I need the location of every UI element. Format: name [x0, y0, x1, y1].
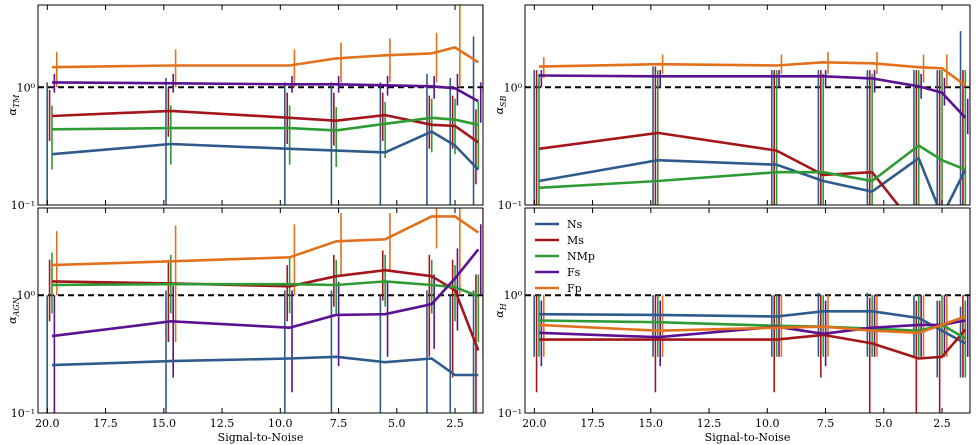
x-tick-label: 20.0	[35, 417, 60, 430]
y-tick-label: 10⁻¹	[11, 407, 35, 420]
axes-frame	[37, 4, 484, 206]
x-tick-label: 7.5	[330, 417, 348, 430]
y-label-base: α	[6, 316, 19, 324]
y-tick-label: 10⁰	[17, 289, 36, 302]
y-axis-label: αAGN	[6, 296, 21, 324]
y-label-base: α	[493, 310, 506, 318]
x-axis-label: Signal-to-Noise	[705, 431, 791, 444]
legend-label: Ms	[567, 234, 584, 247]
axes-frame	[37, 207, 484, 414]
x-tick-label: 10.0	[755, 417, 780, 430]
x-tick-label: 2.5	[933, 417, 951, 430]
x-tick-label: 10.0	[268, 417, 293, 430]
y-axis-label: αSB	[493, 95, 508, 114]
legend-label: Ns	[567, 218, 583, 231]
series-line	[538, 156, 967, 205]
series-line	[51, 280, 479, 298]
y-label-base: α	[493, 106, 506, 114]
x-tick-label: 12.5	[210, 417, 235, 430]
x-tick-label: 17.5	[93, 417, 118, 430]
y-axis-label: αTM	[6, 94, 21, 116]
y-tick-label: 10⁰	[17, 81, 36, 94]
y-tick-label: 10⁰	[504, 289, 523, 302]
series-line	[538, 61, 967, 87]
y-tick-label: 10⁻¹	[11, 199, 35, 212]
plot-area	[38, 208, 483, 413]
y-label-sub: SB	[499, 95, 508, 106]
x-tick-label: 5.0	[875, 417, 893, 430]
x-tick-label: 15.0	[152, 417, 177, 430]
y-label-base: α	[6, 107, 19, 115]
series-line	[51, 109, 480, 144]
series-line	[538, 131, 900, 205]
legend-label: NMp	[567, 250, 595, 263]
y-tick-label: 10⁻¹	[498, 199, 522, 212]
plot-area	[525, 292, 970, 413]
y-label-sub: H	[499, 302, 508, 311]
legend-label: Fs	[567, 266, 581, 279]
y-axis-label: αH	[493, 302, 508, 317]
x-tick-label: 12.5	[697, 417, 722, 430]
plot-area	[525, 31, 970, 205]
series-line	[51, 215, 480, 267]
y-label-sub: TM	[12, 94, 21, 108]
series-line	[51, 248, 480, 338]
legend-label: Fp	[567, 282, 582, 295]
x-tick-label: 5.0	[388, 417, 406, 430]
series-line	[538, 315, 966, 335]
series-line	[538, 74, 967, 119]
series-line	[51, 268, 480, 351]
x-tick-label: 17.5	[580, 417, 605, 430]
x-tick-label: 15.0	[639, 417, 664, 430]
x-tick-label: 7.5	[817, 417, 835, 430]
y-tick-label: 10⁻¹	[498, 407, 522, 420]
series-line	[51, 116, 479, 132]
series-line	[51, 355, 479, 377]
series-line	[51, 46, 480, 69]
y-tick-label: 10⁰	[504, 81, 523, 94]
series-line	[51, 130, 480, 171]
axes-frame	[524, 4, 971, 206]
series-line	[538, 144, 966, 190]
y-label-sub: AGN	[12, 296, 21, 317]
x-axis-label: Signal-to-Noise	[218, 431, 304, 444]
axes-frame	[524, 207, 971, 414]
plot-area	[38, 5, 483, 205]
x-tick-label: 20.0	[522, 417, 547, 430]
series-line	[539, 328, 967, 360]
series-line	[538, 310, 966, 345]
series-line	[51, 81, 479, 103]
x-tick-label: 2.5	[446, 417, 464, 430]
